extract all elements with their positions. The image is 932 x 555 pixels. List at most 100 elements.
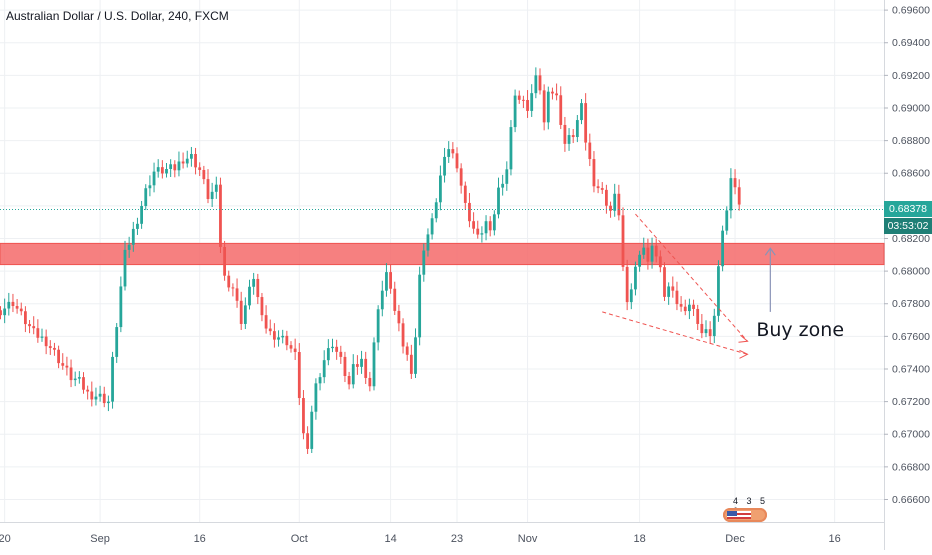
candle-body [347, 376, 351, 385]
candle-body [509, 127, 513, 170]
candle-body [40, 336, 44, 338]
x-tick-label: 23 [451, 533, 463, 545]
candle-body [293, 348, 297, 353]
candle-body [223, 246, 226, 276]
candle-body [613, 193, 617, 211]
candle-body [57, 349, 60, 364]
candle-body [422, 250, 426, 275]
candle-body [322, 360, 326, 378]
candle-body [505, 169, 509, 184]
candle-body [571, 135, 575, 138]
candle-body [28, 324, 31, 327]
candle-body [729, 178, 733, 211]
candle-body [708, 329, 712, 337]
candle-body [107, 401, 110, 404]
candle-body [688, 304, 691, 312]
candle-body [140, 206, 143, 224]
candle-body [7, 301, 11, 309]
candle-body [679, 304, 683, 307]
y-tick-label: 0.66800 [892, 461, 930, 473]
last-price-tag: 0.68378 [884, 201, 932, 218]
candle-body [102, 393, 106, 404]
candle-body [468, 202, 471, 222]
y-tick-label: 0.69600 [892, 5, 930, 17]
y-tick-label: 0.67200 [892, 396, 930, 408]
candle-body [318, 377, 322, 384]
candle-body [314, 383, 318, 412]
candle-body [634, 266, 637, 290]
candle-body [629, 289, 633, 303]
candle-body [692, 304, 695, 309]
y-tick-label: 0.66600 [892, 494, 930, 506]
candle-body [480, 233, 484, 235]
candle-body [227, 275, 231, 288]
candle-body [638, 254, 641, 267]
candle-body [61, 363, 65, 366]
candle-body [459, 168, 463, 186]
candle-body [202, 169, 206, 180]
candle-body [725, 210, 729, 231]
candle-body [165, 168, 168, 174]
candle-body [364, 358, 368, 378]
candle-body [69, 367, 73, 381]
flag-canton-icon [727, 511, 737, 516]
candle-body [721, 230, 724, 267]
y-tick-label: 0.69400 [892, 37, 930, 49]
x-tick-label: Dec [725, 533, 745, 545]
wedge-arrowhead-lower [739, 349, 749, 359]
candle-body [588, 142, 592, 160]
candle-body [289, 345, 293, 349]
candle-body [671, 286, 675, 291]
candle-body [198, 167, 202, 170]
candle-body [393, 288, 397, 311]
x-tick-label: 18 [633, 533, 645, 545]
candle-body [625, 266, 629, 303]
candle-body [111, 356, 114, 402]
buy-zone-arrowhead [764, 247, 776, 256]
candle-body [86, 389, 90, 392]
candle-body [194, 153, 197, 168]
y-tick-label: 0.68000 [892, 266, 930, 278]
candle-body [654, 245, 658, 257]
candle-body [492, 214, 496, 231]
candle-body [65, 365, 69, 368]
events-badge[interactable]: 4 3 5 6 [719, 496, 771, 526]
candle-body [48, 346, 52, 348]
y-tick-label: 0.69000 [892, 102, 930, 114]
candle-body [534, 75, 538, 94]
candle-body [526, 99, 529, 111]
candle-body [667, 286, 671, 297]
candle-body [206, 179, 210, 200]
candle-body [683, 306, 687, 312]
candle-body [592, 159, 596, 187]
candle-body [115, 327, 119, 357]
candle-body [127, 244, 131, 250]
candle-body [372, 342, 376, 387]
candle-body [617, 193, 621, 216]
candle-body [185, 158, 189, 164]
candle-body [0, 310, 2, 316]
chart-title: Australian Dollar / U.S. Dollar, 240, FX… [6, 9, 229, 23]
candle-body [285, 335, 289, 346]
candle-body [580, 103, 583, 121]
candle-body [73, 378, 77, 381]
candle-body [563, 124, 567, 144]
x-tick-label: 14 [384, 533, 396, 545]
candle-body [700, 323, 704, 334]
candle-body [405, 346, 409, 355]
candle-body [385, 272, 388, 291]
candle-body [517, 95, 521, 100]
candle-body [380, 290, 384, 310]
candle-body [248, 286, 251, 306]
y-tick-label: 0.67000 [892, 429, 930, 441]
x-tick-label: 16 [194, 533, 206, 545]
candle-body [326, 348, 330, 361]
candle-body [32, 326, 36, 329]
candle-body [169, 164, 173, 169]
candle-body [152, 171, 156, 186]
candle-body [82, 377, 85, 390]
candle-body [273, 331, 276, 340]
candle-body [219, 184, 222, 247]
